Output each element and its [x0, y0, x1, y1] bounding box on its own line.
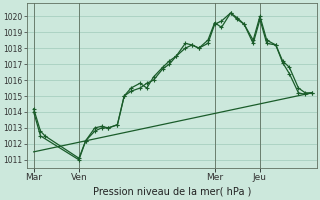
X-axis label: Pression niveau de la mer( hPa ): Pression niveau de la mer( hPa ) [92, 187, 251, 197]
